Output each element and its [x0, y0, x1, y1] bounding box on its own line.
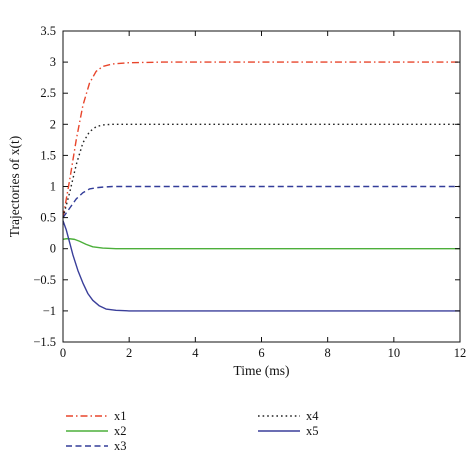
- x-tick-label: 6: [258, 346, 264, 360]
- legend-label-x4: x4: [306, 409, 319, 423]
- legend-label-x2: x2: [114, 424, 127, 438]
- x-tick-label: 0: [60, 346, 66, 360]
- y-axis-label: Trajectories of x(t): [7, 136, 22, 237]
- x-tick-label: 8: [325, 346, 331, 360]
- x-tick-label: 10: [388, 346, 401, 360]
- x-tick-label: 4: [192, 346, 199, 360]
- y-tick-label: 0: [50, 242, 56, 256]
- y-tick-label: −1.5: [33, 335, 56, 349]
- y-tick-label: 3.5: [40, 24, 56, 38]
- x-tick-label: 2: [126, 346, 132, 360]
- y-tick-label: 1: [50, 180, 56, 194]
- y-tick-label: −0.5: [33, 273, 56, 287]
- series-line-x3: [62, 185, 460, 219]
- series-line-x4: [62, 123, 460, 218]
- y-tick-label: −1: [43, 304, 56, 318]
- y-tick-label: 0.5: [40, 211, 56, 225]
- y-tick-label: 3: [50, 55, 56, 69]
- series-line-x1: [62, 61, 460, 218]
- y-tick-label: 1.5: [40, 148, 56, 162]
- legend-label-x5: x5: [306, 424, 319, 438]
- plot-lines: [62, 61, 460, 312]
- y-tick-label: 2: [50, 117, 56, 131]
- series-line-x5: [62, 220, 460, 312]
- y-tick-label: 2.5: [40, 86, 56, 100]
- legend-label-x1: x1: [114, 409, 127, 423]
- axis-ticks: 0 2 4 6 8 10 12 −1.5 −1 −0.5 0 0.5 1 1.5 2 2.5 3 3.5: [33, 24, 466, 360]
- x-tick-label: 12: [454, 346, 467, 360]
- legend-label-x3: x3: [114, 439, 127, 453]
- series-line-x2: [62, 238, 460, 250]
- x-axis-label: Time (ms): [233, 363, 289, 378]
